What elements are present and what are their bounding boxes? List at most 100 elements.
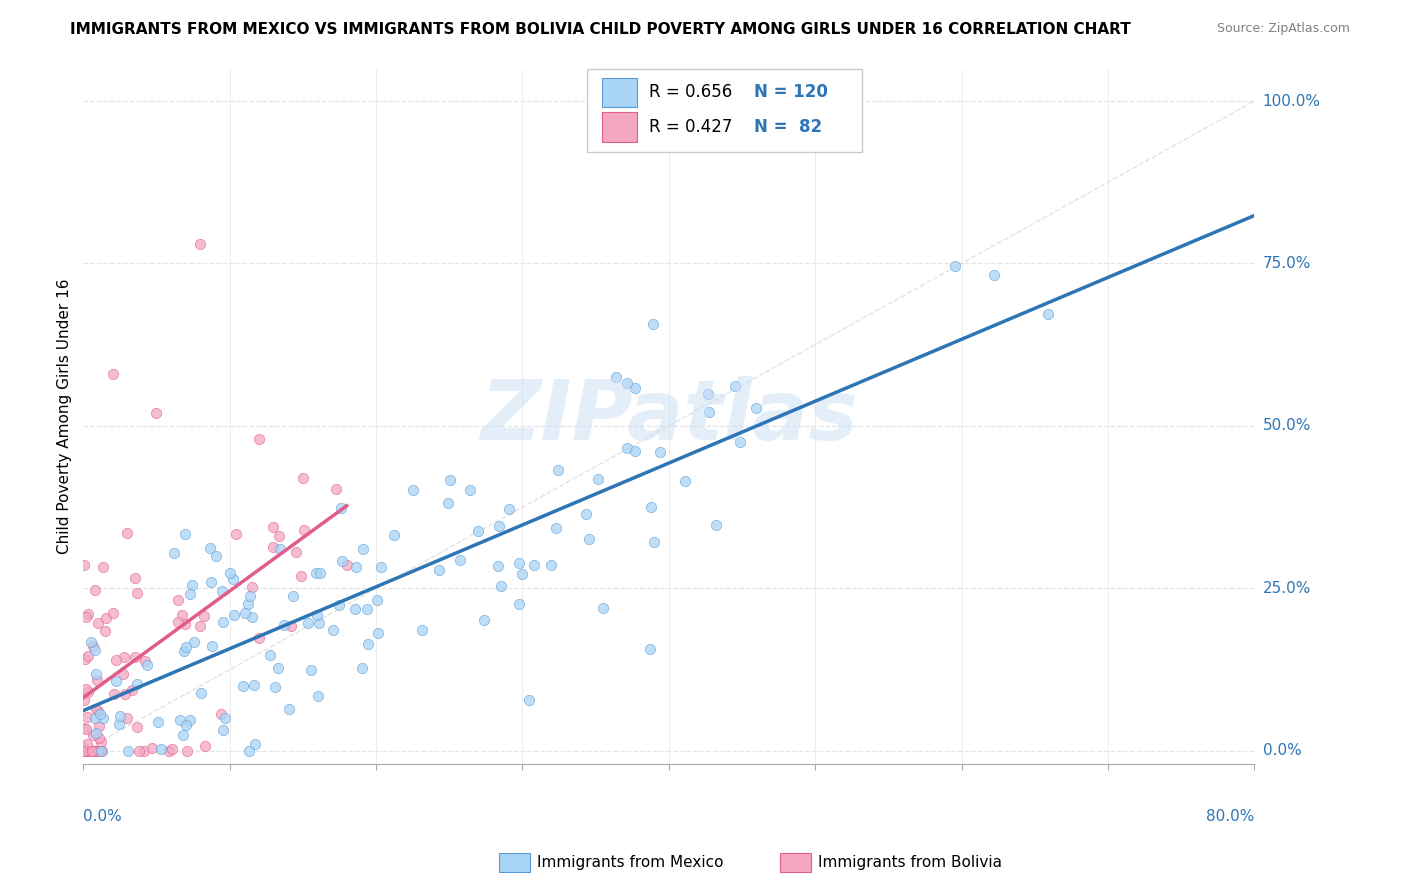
Text: 80.0%: 80.0% xyxy=(1206,809,1254,824)
Point xyxy=(214,711,236,725)
Text: 0.0%: 0.0% xyxy=(1263,743,1302,758)
Text: R = 0.656: R = 0.656 xyxy=(650,83,733,101)
Point xyxy=(89,707,111,722)
Point xyxy=(132,744,155,758)
Point xyxy=(458,483,481,497)
Point xyxy=(382,528,405,542)
Point xyxy=(75,722,97,736)
Point xyxy=(169,714,191,728)
Point xyxy=(697,405,720,419)
Point xyxy=(336,558,359,573)
Point xyxy=(945,259,967,273)
Point xyxy=(108,717,131,731)
Point xyxy=(488,519,510,533)
Point xyxy=(76,710,98,724)
Point xyxy=(696,387,718,401)
Point xyxy=(82,728,104,742)
Point xyxy=(352,661,374,675)
Point xyxy=(176,744,198,758)
Point xyxy=(281,589,304,603)
Point xyxy=(578,533,600,547)
Point xyxy=(305,566,328,580)
Point xyxy=(366,592,388,607)
Point xyxy=(616,376,638,390)
Point xyxy=(76,737,98,751)
Point xyxy=(285,544,308,558)
Point xyxy=(193,608,215,623)
Point xyxy=(160,741,183,756)
Point xyxy=(344,560,367,574)
Point xyxy=(367,625,389,640)
Point xyxy=(91,711,114,725)
Point xyxy=(77,607,100,621)
Point xyxy=(141,740,163,755)
Point xyxy=(188,618,211,632)
Point xyxy=(73,721,96,735)
Point xyxy=(91,744,114,758)
Point xyxy=(233,606,256,620)
Point xyxy=(124,571,146,585)
Text: 25.0%: 25.0% xyxy=(1263,581,1310,596)
Point xyxy=(93,624,115,639)
Point xyxy=(82,744,104,758)
Point xyxy=(489,579,512,593)
Point xyxy=(546,520,568,534)
Point xyxy=(75,744,97,758)
Point xyxy=(80,635,103,649)
Bar xyxy=(602,78,637,107)
Point xyxy=(73,693,96,707)
Point xyxy=(103,607,125,621)
Point xyxy=(86,702,108,716)
Point xyxy=(149,742,172,756)
Y-axis label: Child Poverty Among Girls Under 16: Child Poverty Among Girls Under 16 xyxy=(58,278,72,554)
Point xyxy=(624,444,647,458)
Point xyxy=(72,558,94,572)
Point xyxy=(114,687,136,701)
Point xyxy=(111,666,134,681)
Point xyxy=(117,744,139,758)
Point xyxy=(643,317,665,331)
Point xyxy=(238,744,260,758)
Point xyxy=(72,744,94,758)
Point xyxy=(586,472,609,486)
Point xyxy=(540,558,562,572)
Point xyxy=(486,559,509,574)
Point xyxy=(638,641,661,656)
Point xyxy=(94,611,117,625)
Point xyxy=(125,720,148,734)
Point xyxy=(273,618,295,632)
Point xyxy=(124,649,146,664)
Point xyxy=(305,608,328,623)
Point xyxy=(183,635,205,649)
Point xyxy=(201,639,224,653)
Point xyxy=(262,520,284,534)
Point xyxy=(163,546,186,560)
Point xyxy=(77,685,100,699)
Point xyxy=(259,648,281,662)
Point xyxy=(745,401,768,415)
Point xyxy=(90,735,112,749)
Point xyxy=(370,559,392,574)
Point xyxy=(167,615,190,630)
Point xyxy=(605,370,627,384)
Point xyxy=(87,744,110,758)
Point xyxy=(173,644,195,658)
Point xyxy=(89,744,111,758)
Point xyxy=(269,541,291,556)
Point xyxy=(328,598,350,612)
Point xyxy=(648,445,671,459)
Text: IMMIGRANTS FROM MEXICO VS IMMIGRANTS FROM BOLIVIA CHILD POVERTY AMONG GIRLS UNDE: IMMIGRANTS FROM MEXICO VS IMMIGRANTS FRO… xyxy=(70,22,1130,37)
Point xyxy=(467,524,489,539)
Point xyxy=(172,728,194,742)
Point xyxy=(89,719,111,733)
Point xyxy=(128,744,150,758)
Point xyxy=(200,574,222,589)
Point xyxy=(173,616,195,631)
Point xyxy=(439,473,461,487)
Point xyxy=(219,566,242,580)
Point xyxy=(157,744,180,758)
Point xyxy=(325,482,347,496)
Point xyxy=(211,615,233,629)
Text: N = 120: N = 120 xyxy=(754,83,828,101)
Point xyxy=(146,715,169,730)
